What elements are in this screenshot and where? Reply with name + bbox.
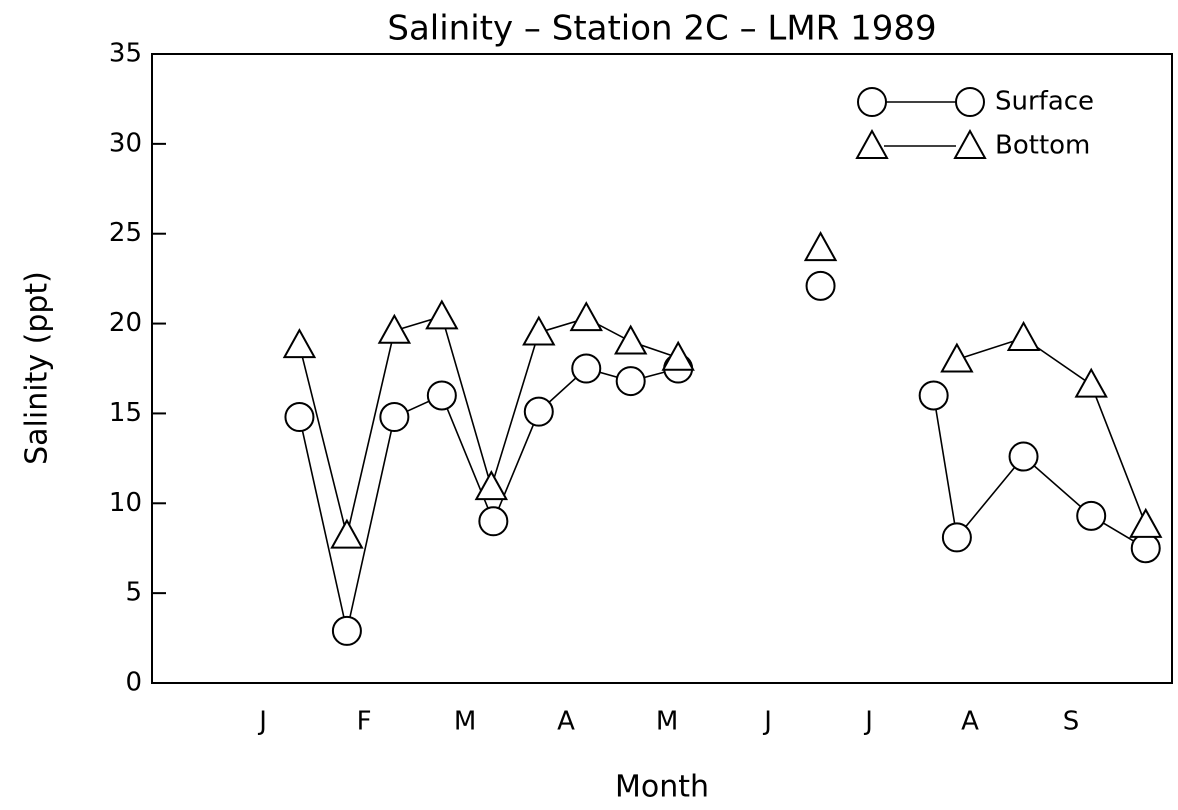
point (377, 313, 412, 344)
x-tick-label: J (257, 707, 267, 737)
x-tick-label: M (656, 707, 678, 737)
point (522, 315, 556, 346)
point (803, 231, 838, 262)
point (282, 328, 317, 359)
point (805, 270, 836, 301)
x-tick-label: J (863, 707, 873, 737)
x-axis-label: Month (615, 770, 709, 805)
point (940, 342, 974, 373)
legend-label: Bottom (995, 131, 1090, 161)
point (918, 380, 949, 411)
point (661, 340, 695, 371)
point (379, 402, 410, 433)
y-tick-label: 30 (109, 128, 142, 158)
point (474, 470, 509, 501)
x-tick-label: M (454, 707, 476, 737)
y-tick-label: 15 (109, 398, 142, 428)
point (330, 518, 364, 549)
y-tick-label: 25 (109, 218, 142, 248)
point (331, 615, 362, 646)
x-tick-label: J (762, 707, 772, 737)
y-tick-label: 20 (109, 308, 142, 338)
point (426, 380, 457, 411)
point (1130, 533, 1161, 564)
x-tick-label: A (961, 707, 979, 737)
y-tick-label: 5 (125, 578, 142, 608)
legend-marker (955, 87, 985, 117)
legend-marker (857, 87, 887, 117)
y-axis-label: Salinity (ppt) (20, 271, 55, 465)
point (284, 402, 315, 433)
legend-marker (953, 128, 987, 159)
point (478, 506, 509, 537)
x-tick-label: S (1063, 707, 1080, 737)
point (613, 324, 648, 355)
y-tick-label: 35 (109, 39, 142, 69)
point (1008, 441, 1039, 472)
legend-label: Surface (995, 87, 1094, 117)
point (615, 366, 646, 397)
point (523, 396, 554, 427)
y-tick-label: 10 (109, 488, 142, 518)
chart-title: Salinity – Station 2C – LMR 1989 (387, 9, 936, 49)
x-tick-label: A (557, 707, 575, 737)
point (1074, 367, 1108, 398)
x-tick-label: F (357, 707, 372, 737)
plot-frame (151, 53, 1173, 684)
point (569, 301, 603, 332)
point (1129, 507, 1163, 538)
series-line (956, 337, 1147, 526)
y-tick-label: 0 (125, 668, 142, 698)
point (1076, 500, 1107, 531)
legend-marker (855, 128, 889, 159)
point (1006, 320, 1041, 351)
point (941, 522, 972, 553)
point (425, 299, 459, 330)
point (571, 353, 602, 384)
